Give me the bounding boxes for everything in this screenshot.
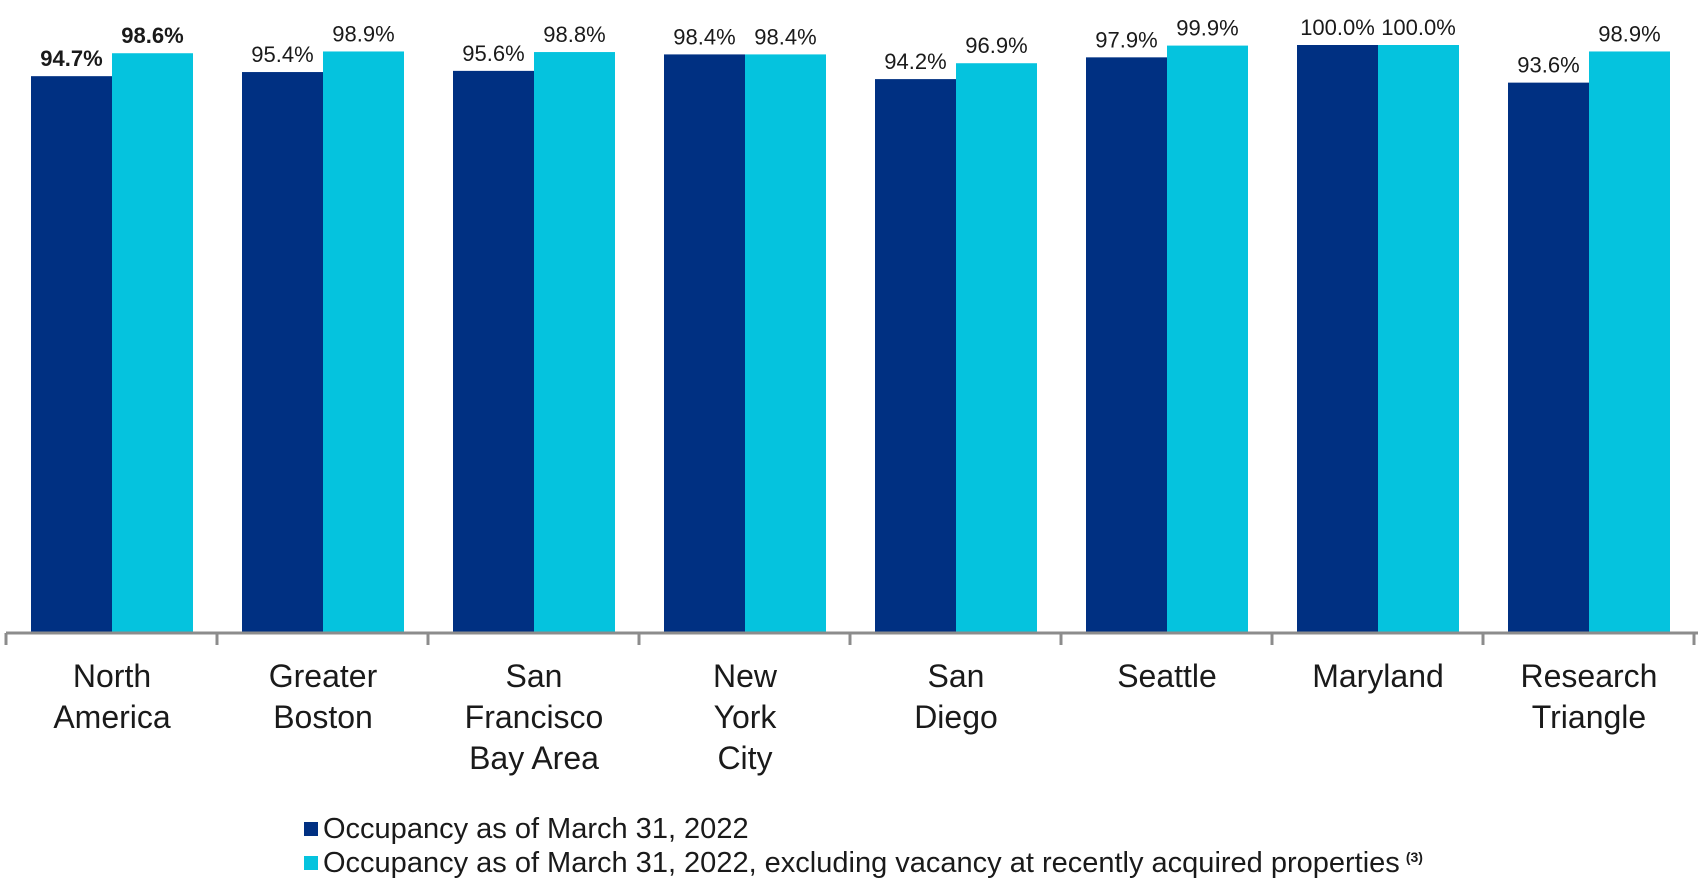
- bars-group: [31, 45, 1670, 634]
- bar-1-0: [31, 76, 112, 633]
- category-label-line: Francisco: [465, 699, 604, 735]
- bar-2-2: [534, 52, 615, 633]
- value-label-2-3: 98.4%: [754, 24, 816, 49]
- category-label-line: New: [713, 658, 778, 694]
- value-label-1-2: 95.6%: [462, 41, 524, 66]
- bar-2-1: [323, 51, 404, 633]
- value-label-1-4: 94.2%: [884, 49, 946, 74]
- bar-1-4: [875, 79, 956, 633]
- value-label-2-0: 98.6%: [121, 23, 183, 48]
- category-label-line: San: [928, 658, 985, 694]
- value-label-1-0: 94.7%: [40, 46, 102, 71]
- legend-item-series-2: Occupancy as of March 31, 2022, excludin…: [304, 846, 1423, 880]
- bar-2-7: [1589, 51, 1670, 633]
- category-label-line: Triangle: [1532, 699, 1646, 735]
- category-label-0: North America: [53, 658, 171, 735]
- category-label-line: Greater: [269, 658, 378, 694]
- category-label-line: Research: [1521, 658, 1658, 694]
- bar-1-5: [1086, 57, 1167, 633]
- bar-1-3: [664, 54, 745, 633]
- legend-swatch-series-2: [304, 856, 318, 870]
- legend-item-series-1: Occupancy as of March 31, 2022: [304, 812, 1423, 846]
- bar-1-7: [1508, 82, 1589, 633]
- value-labels-group: 94.7% 98.6% 95.4% 98.9% 95.6% 98.8% 98.4% 98.4%…: [40, 15, 1660, 78]
- category-label-line: North: [73, 658, 151, 694]
- category-label-line: City: [717, 740, 772, 776]
- bar-1-6: [1297, 45, 1378, 633]
- legend-label-series-2: Occupancy as of March 31, 2022, excludin…: [323, 847, 1400, 879]
- category-label-line: America: [53, 699, 171, 735]
- category-label-line: Boston: [273, 699, 373, 735]
- category-label-line: Maryland: [1312, 658, 1444, 694]
- value-label-1-1: 95.4%: [251, 42, 313, 67]
- legend-swatch-series-1: [304, 822, 318, 836]
- bar-1-2: [453, 70, 534, 633]
- value-label-1-5: 97.9%: [1095, 27, 1157, 52]
- value-label-1-7: 93.6%: [1517, 53, 1579, 78]
- value-label-1-6: 100.0%: [1300, 15, 1375, 40]
- value-label-2-5: 99.9%: [1176, 16, 1238, 41]
- bar-2-5: [1167, 45, 1248, 633]
- category-label-1: Greater Boston: [269, 658, 378, 735]
- bar-1-1: [242, 72, 323, 634]
- category-label-line: San: [506, 658, 563, 694]
- category-label-5: Seattle: [1117, 658, 1217, 694]
- bar-2-4: [956, 63, 1037, 633]
- category-label-line: Seattle: [1117, 658, 1217, 694]
- bar-2-3: [745, 54, 826, 633]
- category-label-7: Research Triangle: [1521, 658, 1658, 735]
- category-labels-group: North America Greater Boston San Francisco Bay…: [53, 658, 1657, 776]
- legend-label-series-1: Occupancy as of March 31, 2022: [323, 813, 749, 845]
- value-label-2-6: 100.0%: [1381, 15, 1456, 40]
- value-label-1-3: 98.4%: [673, 24, 735, 49]
- category-label-line: York: [714, 699, 778, 735]
- category-label-6: Maryland: [1312, 658, 1444, 694]
- value-label-2-2: 98.8%: [543, 22, 605, 47]
- legend: Occupancy as of March 31, 2022 Occupancy…: [304, 812, 1423, 880]
- category-label-line: Bay Area: [469, 740, 599, 776]
- x-axis-ticks: [4, 633, 1696, 645]
- bar-2-0: [112, 53, 193, 634]
- value-label-2-7: 98.9%: [1598, 21, 1660, 46]
- bar-2-6: [1378, 45, 1459, 633]
- category-label-line: Diego: [914, 699, 998, 735]
- value-label-2-1: 98.9%: [332, 21, 394, 46]
- category-label-4: San Diego: [914, 658, 998, 735]
- category-label-3: New York City: [713, 658, 778, 776]
- footnote-marker: (3): [1405, 849, 1423, 865]
- category-label-2: San Francisco Bay Area: [465, 658, 604, 776]
- value-label-2-4: 96.9%: [965, 33, 1027, 58]
